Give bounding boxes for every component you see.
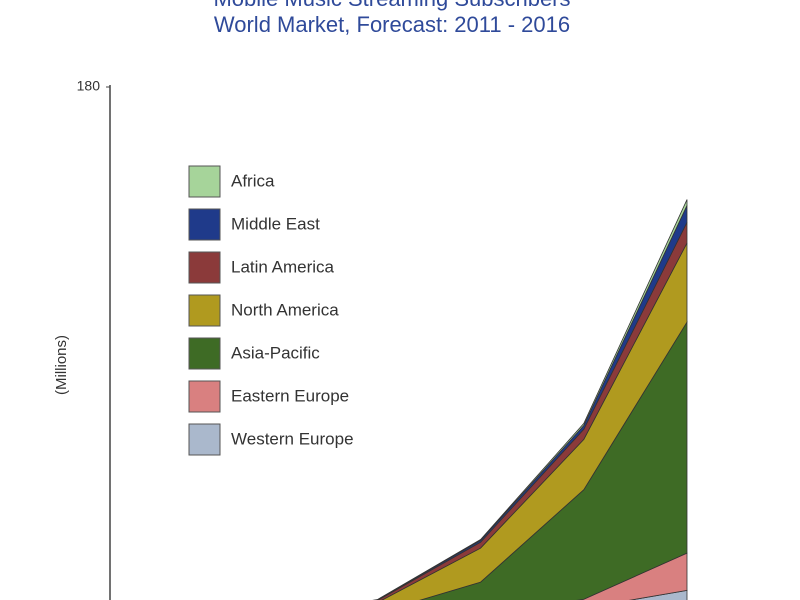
legend-swatch <box>188 380 221 413</box>
area <box>377 222 688 600</box>
legend-swatch <box>188 208 221 241</box>
y-axis-label: (Millions) <box>53 335 70 395</box>
legend-swatch <box>188 294 221 327</box>
legend-label: Western Europe <box>231 429 354 448</box>
legend-swatch <box>188 251 221 284</box>
legend-swatch <box>188 423 221 456</box>
area <box>419 320 688 600</box>
chart-title: Mobile Music Streaming Subscribers <box>213 0 570 11</box>
legend-swatch <box>188 337 221 370</box>
legend-label: Latin America <box>231 257 335 276</box>
legend-label: Asia-Pacific <box>231 343 320 362</box>
area <box>373 205 688 600</box>
legend-label: Africa <box>231 171 275 190</box>
area <box>381 242 688 600</box>
legend-label: North America <box>231 300 339 319</box>
area <box>372 199 688 600</box>
legend-label: Middle East <box>231 214 320 233</box>
legend-label: Eastern Europe <box>231 386 349 405</box>
y-tick-label: 180 <box>77 78 101 94</box>
area <box>576 552 688 600</box>
legend-swatch <box>188 165 221 198</box>
chart-subtitle: World Market, Forecast: 2011 - 2016 <box>214 12 570 37</box>
